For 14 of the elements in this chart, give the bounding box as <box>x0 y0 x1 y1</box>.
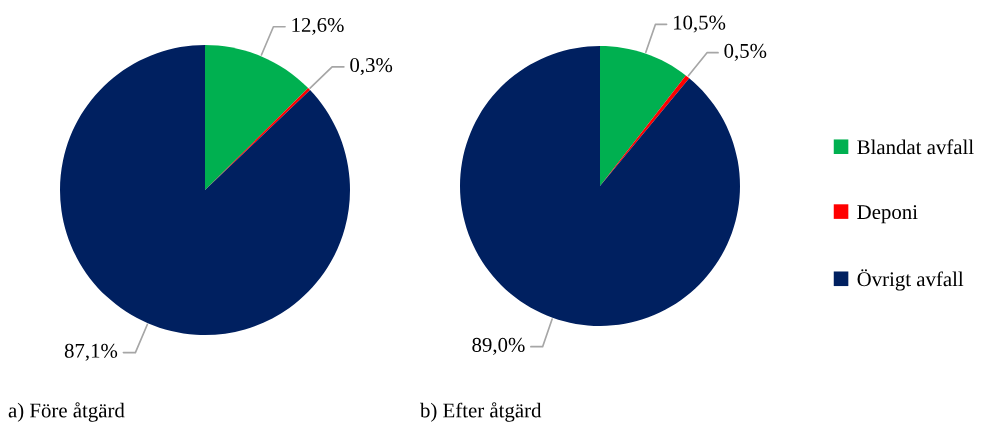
pie-slice <box>60 45 350 335</box>
data-label: 10,5% <box>673 15 726 33</box>
data-label: 89,0% <box>472 337 525 355</box>
text: b) Efter åtgärd <box>420 402 542 422</box>
data-label: 87,1% <box>64 343 118 361</box>
text: a) Före åtgärd <box>8 402 125 422</box>
data-label: 0,5% <box>724 43 767 61</box>
pie-slice <box>600 46 686 186</box>
pie-slice <box>205 45 309 190</box>
data-label: 12,6% <box>292 17 344 35</box>
legend-label: Blandat avfall <box>857 139 974 155</box>
legend-label: Övrigt avfall <box>857 269 964 291</box>
legend-label: Deponi <box>857 205 918 224</box>
data-label: 0,3% <box>350 58 393 76</box>
